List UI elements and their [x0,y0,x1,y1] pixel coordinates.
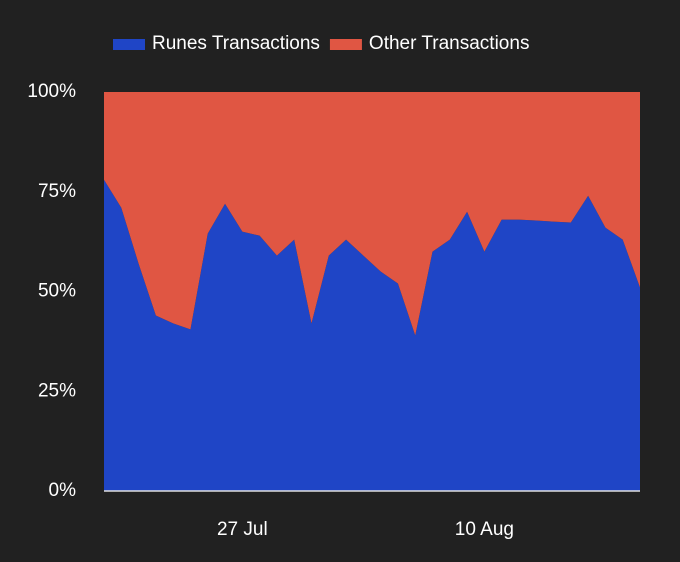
y-tick-label: 0% [49,480,77,501]
area [104,92,640,336]
y-tick-label: 25% [38,380,76,401]
legend-label: Runes Transactions [152,33,320,54]
y-tick-label: 75% [38,181,76,202]
legend-swatch [113,39,145,50]
x-tick-label: 27 Jul [217,519,268,540]
y-tick-label: 50% [38,281,76,302]
x-tick-label: 10 Aug [455,519,514,540]
area [104,179,640,491]
y-tick-label: 100% [27,81,76,102]
legend-swatch [329,39,362,50]
legend-label: Other Transactions [369,33,530,54]
